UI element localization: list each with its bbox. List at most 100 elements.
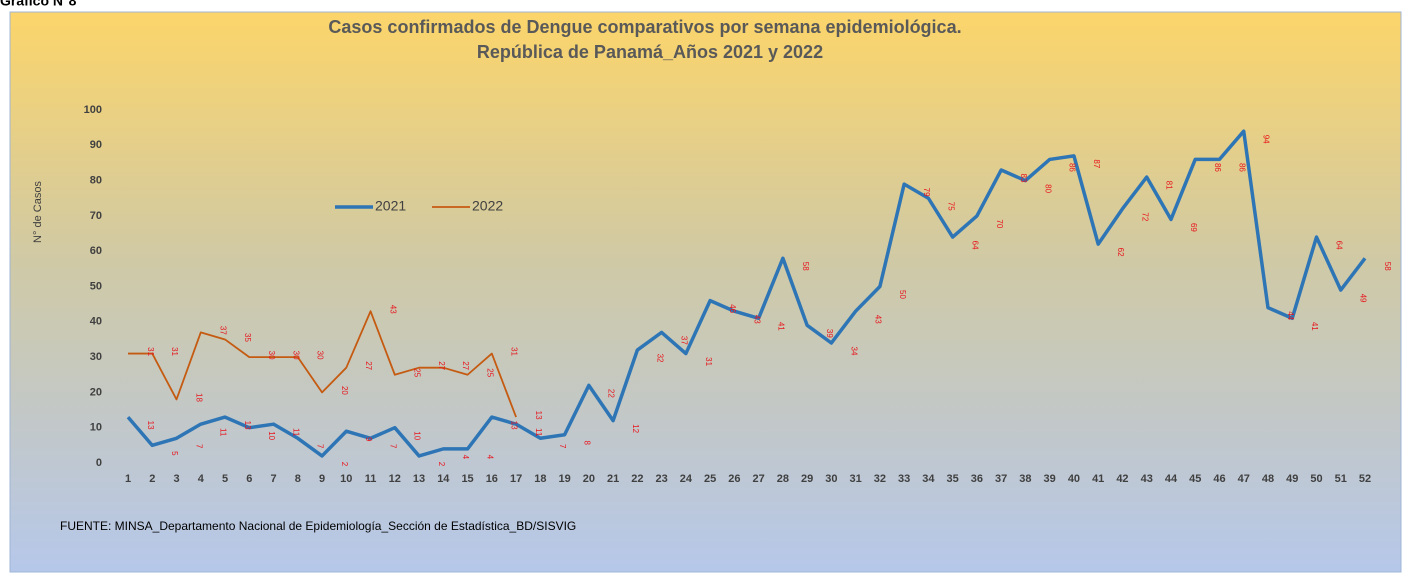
x-tick-label: 41	[1092, 473, 1104, 485]
x-tick-label: 52	[1359, 473, 1371, 485]
x-tick-label: 12	[389, 473, 401, 485]
data-label: 30	[291, 351, 300, 360]
data-label: 7	[388, 444, 397, 449]
data-label: 2	[437, 462, 446, 467]
data-label: 39	[825, 329, 834, 338]
x-tick-label: 34	[922, 473, 935, 485]
x-tick-label: 33	[898, 473, 910, 485]
x-tick-label: 44	[1165, 473, 1178, 485]
x-tick-label: 30	[825, 473, 837, 485]
x-tick-label: 42	[1116, 473, 1128, 485]
data-label: 32	[655, 354, 664, 363]
data-label: 20	[340, 386, 349, 395]
x-tick-label: 15	[461, 473, 473, 485]
source-note: FUENTE: MINSA_Departamento Nacional de E…	[60, 519, 576, 533]
data-label: 64	[1334, 241, 1343, 250]
data-label: 86	[1213, 163, 1222, 172]
data-label: 37	[679, 336, 688, 345]
data-label: 37	[219, 326, 228, 335]
x-tick-label: 17	[510, 473, 522, 485]
x-tick-label: 7	[270, 473, 276, 485]
data-label: 43	[874, 315, 883, 324]
x-tick-label: 22	[631, 473, 643, 485]
data-label: 7	[558, 444, 567, 449]
data-label: 31	[170, 347, 179, 356]
data-label: 22	[607, 389, 616, 398]
data-label: 86	[1237, 163, 1246, 172]
y-tick-label: 10	[90, 422, 102, 434]
x-tick-label: 16	[486, 473, 498, 485]
x-tick-label: 28	[777, 473, 789, 485]
data-label: 31	[510, 347, 519, 356]
x-tick-label: 29	[801, 473, 813, 485]
data-label: 4	[485, 455, 494, 460]
y-tick-label: 0	[96, 457, 102, 469]
x-tick-label: 51	[1335, 473, 1347, 485]
data-label: 31	[704, 357, 713, 366]
data-label: 18	[194, 393, 203, 402]
y-axis-label: N° de Casos	[32, 181, 44, 243]
data-label: 30	[267, 351, 276, 360]
x-tick-label: 25	[704, 473, 716, 485]
data-label: 41	[1310, 322, 1319, 331]
data-label: 25	[413, 368, 422, 377]
x-tick-label: 8	[295, 473, 301, 485]
y-tick-label: 60	[90, 245, 102, 257]
data-label: 72	[1140, 212, 1149, 221]
data-label: 2	[340, 462, 349, 467]
data-label: 34	[849, 347, 858, 356]
x-tick-label: 18	[534, 473, 546, 485]
data-label: 79	[922, 188, 931, 197]
x-tick-label: 5	[222, 473, 228, 485]
data-label: 10	[267, 431, 276, 440]
x-tick-label: 43	[1141, 473, 1153, 485]
x-tick-label: 6	[246, 473, 252, 485]
data-label: 11	[291, 428, 300, 437]
x-tick-label: 35	[947, 473, 959, 485]
data-label: 69	[1189, 223, 1198, 232]
data-label: 30	[316, 351, 325, 360]
data-label: 13	[510, 421, 519, 430]
data-label: 13	[534, 411, 543, 420]
series-line	[128, 310, 517, 418]
x-tick-label: 19	[558, 473, 570, 485]
data-label: 11	[219, 428, 228, 437]
data-label: 58	[801, 262, 810, 271]
data-label: 46	[728, 304, 737, 313]
legend-label: 2022	[472, 198, 503, 214]
data-label: 50	[898, 290, 907, 299]
data-label: 58	[1383, 262, 1392, 271]
data-label: 62	[1116, 248, 1125, 257]
x-tick-label: 27	[753, 473, 765, 485]
data-label: 70	[995, 219, 1004, 228]
data-label: 27	[364, 361, 373, 370]
caption: Gráfico N°8	[0, 0, 77, 9]
x-tick-label: 32	[874, 473, 886, 485]
x-tick-label: 4	[198, 473, 205, 485]
x-tick-label: 23	[655, 473, 667, 485]
y-tick-label: 100	[84, 104, 102, 116]
data-label: 41	[777, 322, 786, 331]
data-label: 87	[1092, 159, 1101, 168]
data-label: 5	[170, 451, 179, 456]
series-line	[126, 129, 1367, 458]
x-tick-label: 47	[1238, 473, 1250, 485]
data-label: 4	[461, 455, 470, 460]
chart-background	[9, 11, 1402, 573]
x-tick-label: 21	[607, 473, 619, 485]
x-tick-label: 46	[1213, 473, 1225, 485]
data-label: 8	[582, 441, 591, 446]
data-label: 13	[243, 421, 252, 430]
data-label: 13	[146, 421, 155, 430]
x-tick-label: 24	[680, 473, 693, 485]
data-label: 27	[437, 361, 446, 370]
x-tick-label: 3	[173, 473, 179, 485]
data-label: 31	[146, 347, 155, 356]
data-label: 49	[1359, 294, 1368, 303]
x-tick-label: 50	[1310, 473, 1322, 485]
y-tick-label: 50	[90, 280, 102, 292]
data-label: 81	[1165, 181, 1174, 190]
y-tick-label: 80	[90, 175, 102, 187]
data-label: 10	[413, 431, 422, 440]
